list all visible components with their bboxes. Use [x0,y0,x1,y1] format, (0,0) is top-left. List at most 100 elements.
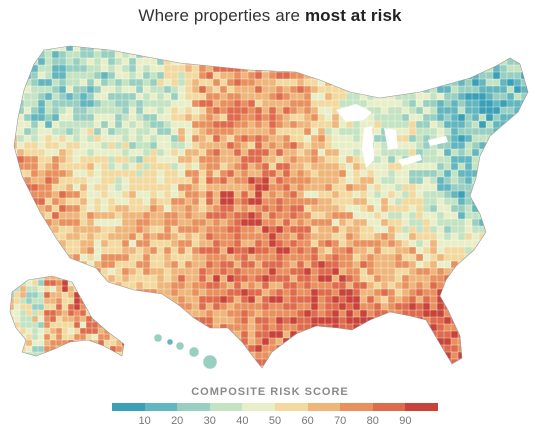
county-cell [345,134,354,143]
county-cell [121,190,130,199]
county-cell [450,344,459,353]
county-cell [464,134,473,143]
county-cell [296,204,305,213]
county-cell [114,183,123,192]
county-cell [149,134,158,143]
county-cell [79,303,87,311]
county-cell [492,337,501,346]
county-cell [23,162,32,171]
county-cell [478,169,487,178]
county-cell [55,351,63,356]
county-cell [415,344,424,353]
county-cell [100,281,109,290]
county-cell [268,106,277,115]
county-cell [485,323,494,332]
county-cell [65,71,74,80]
county-cell [450,176,459,185]
county-cell [352,274,361,283]
county-cell [170,316,179,325]
county-cell [121,295,130,304]
county-cell [310,281,319,290]
county-cell [499,176,508,185]
alaska [10,276,124,356]
county-cell [485,176,494,185]
county-cell [422,113,431,122]
county-cell [23,148,32,157]
county-cell [450,190,459,199]
county-cell [492,169,501,178]
county-cell [506,316,515,325]
county-cell [387,46,396,52]
county-cell [247,260,256,269]
county-cell [380,351,389,360]
county-cell [240,197,249,206]
county-cell [310,288,319,297]
county-cell [135,316,144,325]
county-cell [282,260,291,269]
county-cell [128,239,137,248]
county-cell [317,162,326,171]
county-cell [149,281,158,290]
county-cell [443,162,452,171]
county-cell [401,211,410,220]
county-cell [121,291,124,299]
county-cell [380,197,389,206]
county-cell [198,218,207,227]
county-cell [79,162,88,171]
county-cell [289,127,298,136]
county-cell [282,274,291,283]
county-cell [93,365,102,368]
county-cell [51,92,60,101]
county-cell [100,302,109,311]
county-cell [44,92,53,101]
county-cell [485,358,494,367]
county-cell [177,78,186,87]
county-cell [121,351,130,360]
county-cell [198,127,207,136]
county-cell [520,281,528,290]
county-cell [226,225,235,234]
county-cell [219,295,228,304]
county-cell [114,239,123,248]
county-cell [366,330,375,339]
county-cell [506,288,515,297]
county-cell [191,267,200,276]
county-cell [254,281,263,290]
county-cell [23,169,32,178]
county-cell [142,323,151,332]
county-cell [191,92,200,101]
county-cell [135,309,144,318]
county-cell [73,276,81,281]
county-cell [93,113,102,122]
county-cell [513,141,522,150]
county-cell [338,57,347,66]
county-cell [30,155,39,164]
county-cell [49,327,57,335]
legend-swatch [372,403,406,411]
county-cell [184,232,193,241]
county-cell [247,169,256,178]
county-cell [478,134,487,143]
county-cell [527,99,528,108]
county-cell [282,46,291,52]
county-cell [142,211,151,220]
county-cell [16,71,25,80]
county-cell [86,358,95,367]
county-cell [408,344,417,353]
county-cell [72,71,81,80]
county-cell [429,64,438,73]
county-cell [121,232,130,241]
county-cell [100,267,109,276]
county-cell [373,260,382,269]
county-cell [233,337,242,346]
county-cell [401,169,410,178]
county-cell [198,155,207,164]
county-cell [275,120,284,129]
county-cell [471,183,480,192]
county-cell [471,71,480,80]
county-cell [156,351,165,360]
county-cell [86,99,95,108]
county-cell [394,337,403,346]
county-cell [506,253,515,262]
county-cell [506,106,515,115]
